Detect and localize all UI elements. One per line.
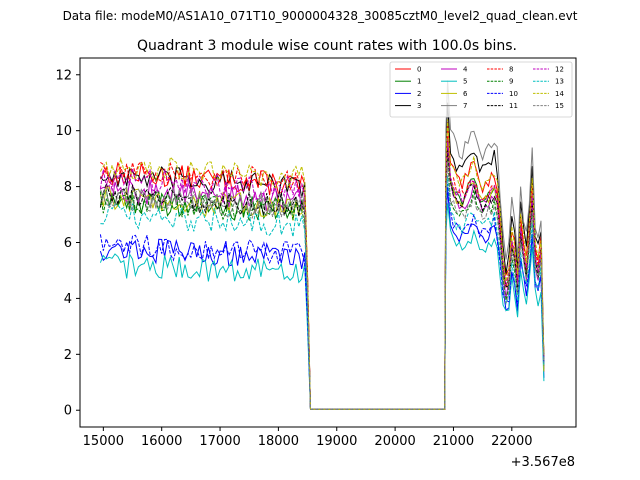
legend-label: 0 (417, 66, 421, 74)
legend-label: 11 (509, 102, 518, 110)
series-line-3 (100, 102, 545, 410)
series-line-12 (99, 139, 545, 410)
x-axis: 15000 16000 17000 18000 19000 20000 21000 22000 (83, 427, 532, 449)
plot-area (99, 80, 545, 410)
y-tick-label: 2 (64, 348, 72, 363)
x-tick-label: 19000 (316, 434, 357, 449)
series-line-11 (99, 147, 545, 410)
legend-label: 1 (417, 78, 421, 86)
y-tick-label: 8 (64, 180, 72, 195)
x-tick-label: 17000 (199, 434, 240, 449)
x-tick-label: 21000 (433, 434, 474, 449)
legend-label: 13 (555, 78, 564, 86)
legend-label: 10 (509, 90, 518, 98)
x-tick-label: 20000 (374, 434, 415, 449)
y-tick-label: 4 (64, 292, 72, 307)
legend-label: 15 (555, 102, 564, 110)
y-tick-label: 10 (55, 124, 72, 139)
legend-label: 12 (555, 66, 564, 74)
legend-label: 6 (463, 90, 468, 98)
x-tick-label: 16000 (141, 434, 182, 449)
y-tick-label: 6 (64, 236, 72, 251)
legend-label: 9 (509, 78, 513, 86)
series-line-14 (99, 119, 545, 410)
chart-title: Quadrant 3 module wise count rates with … (137, 38, 517, 54)
figure-suptitle: Data file: modeM0/AS1A10_071T10_90000043… (63, 9, 578, 23)
series-line-13 (100, 175, 545, 410)
legend-label: 4 (463, 66, 468, 74)
series-line-15 (99, 161, 545, 410)
x-tick-label: 22000 (491, 434, 532, 449)
legend-label: 14 (555, 90, 564, 98)
y-tick-label: 12 (55, 68, 72, 83)
x-tick-label: 15000 (83, 434, 124, 449)
series-line-10 (99, 183, 545, 410)
x-offset-label: +3.567e8 (511, 455, 575, 470)
legend-label: 8 (509, 66, 513, 74)
y-tick-label: 0 (64, 404, 72, 419)
legend-label: 5 (463, 78, 467, 86)
legend-box (389, 61, 573, 118)
series-line-7 (99, 80, 545, 410)
x-tick-label: 18000 (258, 434, 299, 449)
legend-label: 3 (417, 102, 421, 110)
series-line-5 (99, 203, 545, 410)
legend-label: 2 (417, 90, 421, 98)
y-axis: 0 2 4 6 8 10 12 (55, 68, 80, 419)
legend-label: 7 (463, 102, 467, 110)
series-line-0 (99, 122, 545, 410)
